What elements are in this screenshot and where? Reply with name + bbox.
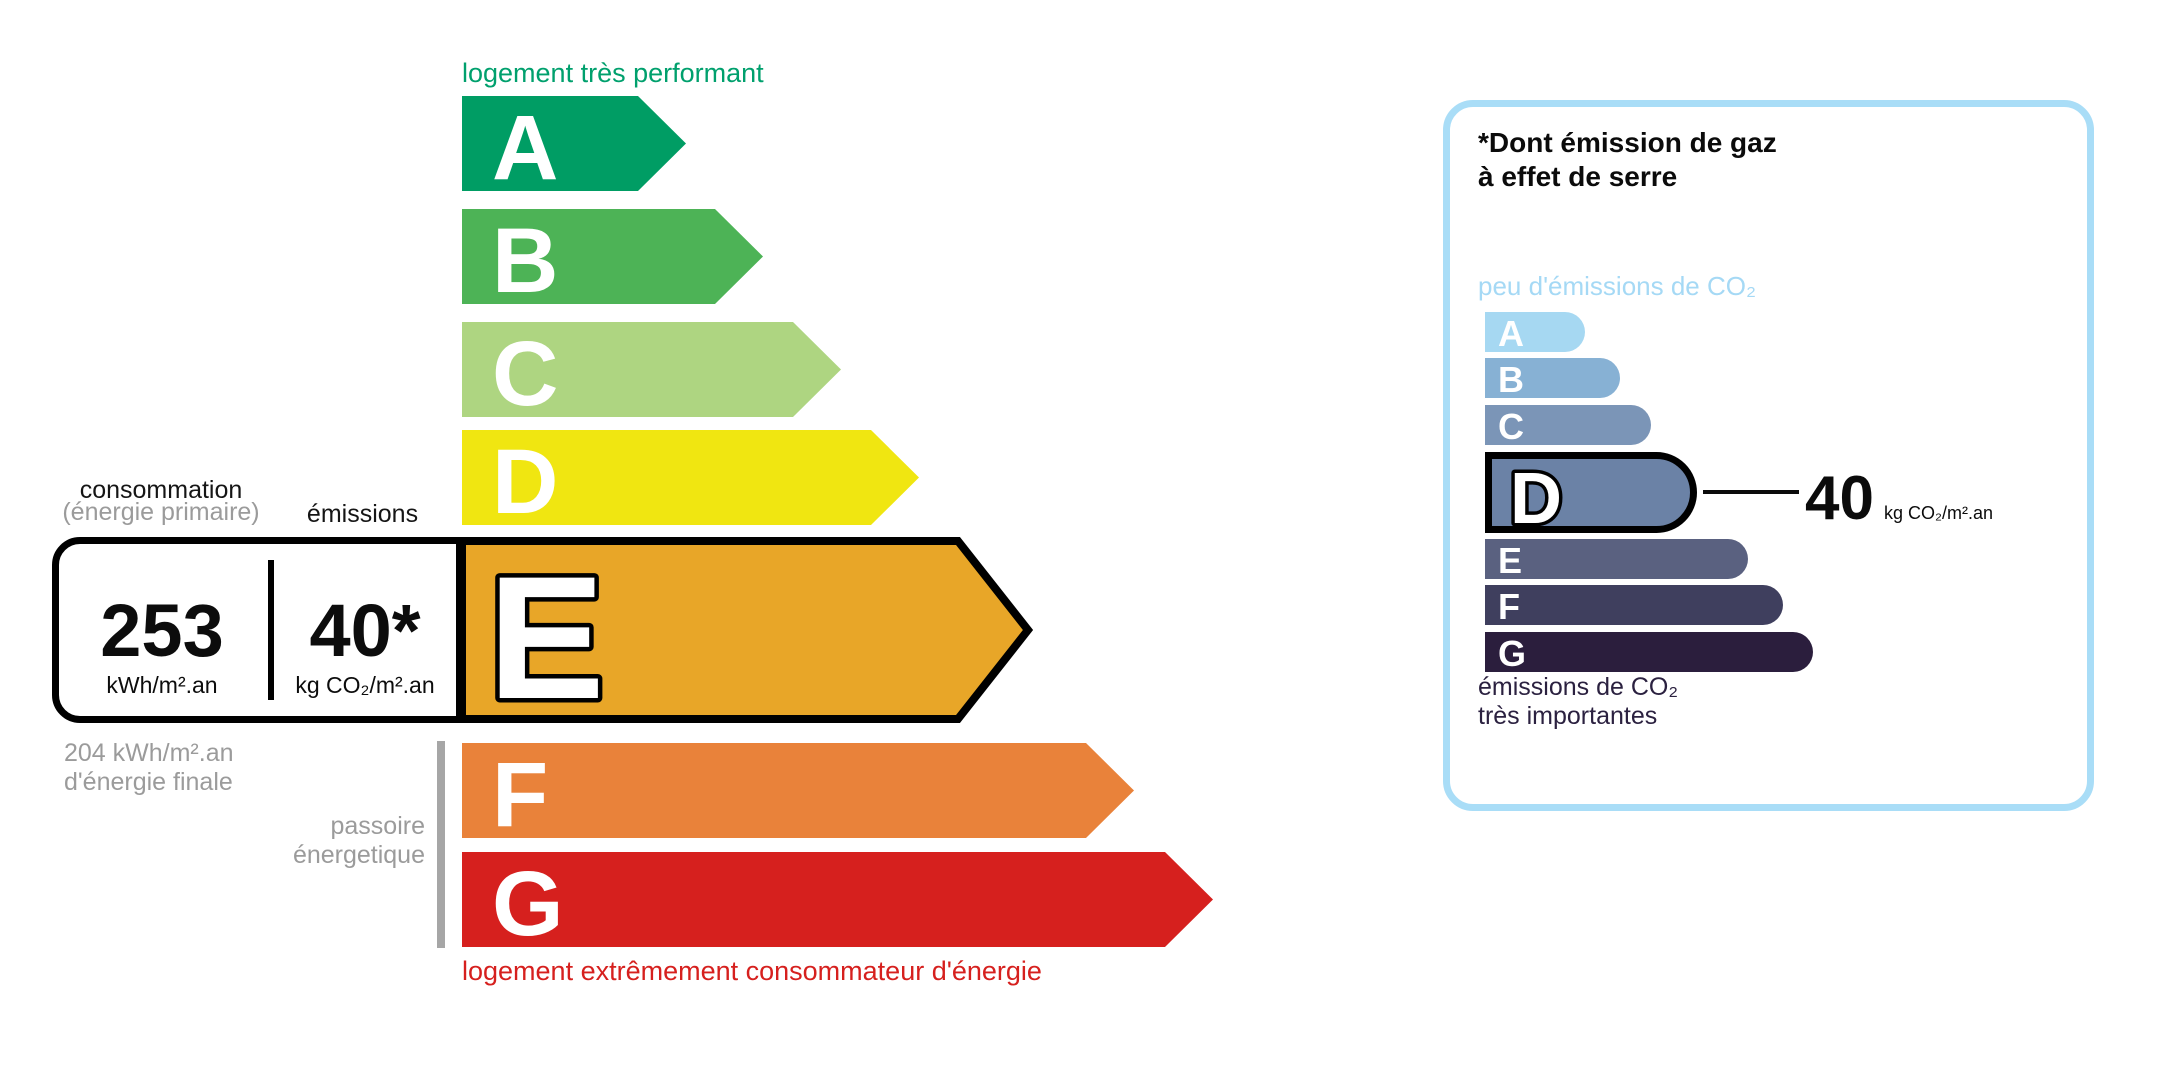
- co2-value: 40: [1805, 464, 1874, 533]
- co2-class-bar-b: B: [1485, 358, 1620, 400]
- energy-class-arrow-c: C: [462, 322, 841, 417]
- co2-class-bar-c: C: [1485, 405, 1651, 447]
- co2-panel: [1443, 100, 2094, 811]
- co2-class-bar-e: E: [1485, 539, 1748, 581]
- energy-sieve-label: passoire énergetique: [205, 812, 425, 870]
- co2-class-letter-a: A: [1498, 313, 1524, 354]
- co2-class-letter-d: D: [1507, 467, 1566, 529]
- energy-class-arrow-g: G: [462, 852, 1213, 947]
- final-energy-note: 204 kWh/m².an d'énergie finale: [64, 739, 234, 797]
- emissions-value: 40*: [309, 589, 421, 672]
- co2-high-caption-line2: très importantes: [1478, 702, 1658, 730]
- final-energy-line2: d'énergie finale: [64, 768, 233, 796]
- energy-class-arrow-a: A: [462, 96, 686, 191]
- final-energy-line1: 204 kWh/m².an: [64, 739, 234, 767]
- co2-class-letter-b: B: [1498, 359, 1524, 400]
- co2-value-connector-line: [1703, 490, 1799, 494]
- energy-class-arrow-b: B: [462, 209, 763, 304]
- co2-class-letter-g: G: [1498, 633, 1527, 674]
- consumption-value: 253: [100, 589, 224, 672]
- co2-panel-title: *Dont émission de gaz à effet de serre: [1478, 126, 1777, 194]
- svg-text:D: D: [1510, 467, 1562, 529]
- co2-low-caption: peu d'émissions de CO₂: [1478, 271, 1757, 301]
- consumption-unit: kWh/m².an: [106, 672, 218, 698]
- co2-class-bar-d-current: D: [1485, 452, 1697, 533]
- consumption-label: consommation (énergie primaire): [46, 476, 276, 526]
- svg-text:E: E: [488, 550, 605, 715]
- consumption-value-cell: 253 kWh/m².an: [64, 589, 260, 699]
- co2-class-bar-a: A: [1485, 312, 1585, 354]
- energy-class-letter-e: E: [484, 550, 610, 715]
- co2-value-unit: kg CO₂/m².an: [1884, 503, 1994, 523]
- energy-sieve-line1: passoire: [330, 812, 426, 840]
- energy-class-letter-b: B: [492, 210, 559, 312]
- energy-class-arrow-f: F: [462, 743, 1134, 838]
- co2-class-bar-f: F: [1485, 585, 1783, 627]
- high-consumption-caption: logement extrêmement consommateur d'éner…: [462, 956, 1042, 986]
- value-box-divider: [268, 560, 274, 700]
- current-rating-value-box: [52, 537, 463, 723]
- co2-high-caption: émissions de CO₂ très importantes: [1478, 673, 1678, 731]
- co2-class-letter-f: F: [1498, 586, 1520, 627]
- emissions-label: émissions: [306, 500, 419, 528]
- co2-title-line2: à effet de serre: [1478, 161, 1678, 192]
- energy-class-letter-c: C: [492, 323, 559, 425]
- energy-class-letter-f: F: [492, 744, 549, 846]
- emissions-unit: kg CO₂/m².an: [295, 672, 435, 698]
- sieve-zone-bar: [437, 741, 445, 948]
- consumption-label-line1: consommation: [79, 476, 243, 504]
- energy-class-arrow-d: D: [462, 430, 919, 525]
- emissions-value-cell: 40* kg CO₂/m².an: [274, 589, 456, 699]
- co2-class-letter-c: C: [1498, 406, 1524, 447]
- co2-high-caption-line1: émissions de CO₂: [1478, 673, 1679, 701]
- consumption-label-line2: (énergie primaire): [62, 498, 260, 526]
- energy-class-arrow-e: [458, 537, 1033, 723]
- co2-class-bar-g: G: [1485, 632, 1813, 674]
- energy-class-letter-g: G: [492, 853, 564, 955]
- co2-class-letter-e: E: [1498, 540, 1523, 581]
- top-performance-caption: logement très performant: [462, 58, 764, 88]
- energy-class-letter-a: A: [492, 97, 559, 199]
- co2-title-line1: *Dont émission de gaz: [1478, 127, 1777, 158]
- energy-sieve-line2: énergetique: [292, 841, 425, 869]
- energy-class-letter-d: D: [492, 431, 559, 533]
